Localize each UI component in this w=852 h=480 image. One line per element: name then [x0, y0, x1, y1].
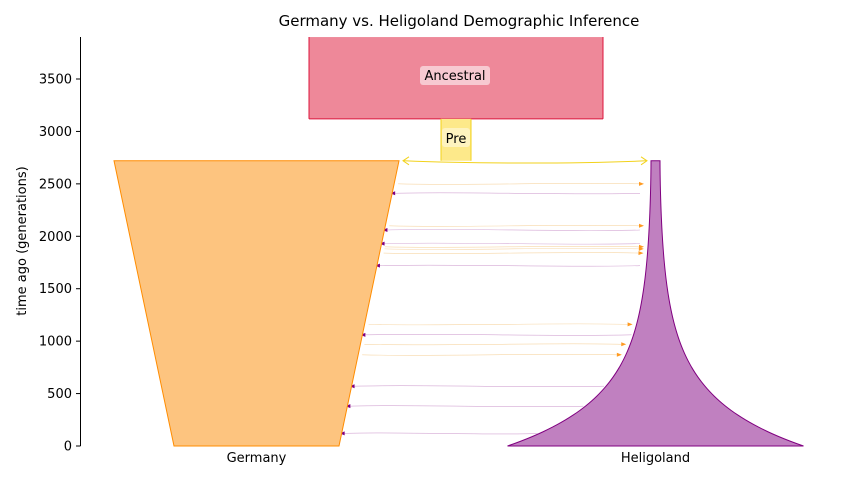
- y-axis: 0 500 1000 1500 2000 2500 3000 3500: [39, 37, 81, 455]
- y-tick-label: 3000: [39, 125, 72, 140]
- population-pre: [441, 118, 471, 161]
- chart-title: Germany vs. Heligoland Demographic Infer…: [279, 12, 640, 30]
- migration-to-germany-line: [395, 192, 641, 195]
- y-tick-label: 2000: [39, 230, 72, 245]
- label-pre-text: Pre: [446, 132, 467, 147]
- label-ancestral-box: [420, 66, 490, 85]
- migration-to-germany-line: [365, 333, 632, 336]
- label-ancestral: Ancestral: [420, 66, 490, 85]
- migration-to-germany-line: [350, 405, 584, 408]
- migration-to-heligoland-head: [638, 251, 644, 256]
- migration-to-germany-line: [344, 432, 538, 435]
- x-label-heligoland: Heligoland: [621, 451, 690, 466]
- migration-to-heligoland-line: [398, 182, 640, 185]
- y-tick-label: 3500: [39, 73, 72, 88]
- y-tick-label: 1500: [39, 282, 72, 297]
- y-tick-label: 500: [47, 387, 72, 402]
- population-shapes: [113, 37, 804, 447]
- y-axis-label: time ago (generations): [15, 166, 30, 315]
- population-germany: [113, 160, 400, 447]
- migration-to-heligoland-line: [364, 343, 622, 346]
- migration-to-heligoland-line: [384, 247, 639, 250]
- migration-to-heligoland-head: [616, 352, 622, 357]
- migration-to-heligoland-line: [368, 323, 628, 326]
- migration-to-heligoland-line: [383, 252, 639, 254]
- population-heligoland: [507, 160, 804, 447]
- migration-to-heligoland-head: [621, 342, 627, 347]
- label-ancestral-text: Ancestral: [424, 69, 485, 84]
- migration-to-germany-line: [387, 229, 641, 231]
- split-arrow: [403, 160, 647, 164]
- migration-to-heligoland-line: [362, 353, 617, 356]
- migration-to-heligoland-head: [627, 322, 633, 327]
- label-pre-box: [442, 128, 470, 147]
- population-labels: Ancestral Pre Germany Heligoland: [227, 66, 690, 466]
- x-label-germany: Germany: [227, 451, 287, 466]
- migration-to-germany-line: [384, 242, 641, 245]
- migration-to-heligoland-line: [389, 224, 640, 227]
- y-tick-label: 0: [64, 440, 72, 455]
- split-arrowhead-left: [402, 156, 410, 166]
- label-pre: Pre: [442, 128, 470, 147]
- migration-to-heligoland-line: [384, 245, 639, 248]
- migration-to-heligoland-head: [639, 181, 644, 186]
- migration-to-germany-line: [354, 385, 605, 388]
- split-arrowhead-right: [640, 156, 648, 166]
- migration-to-heligoland-head: [639, 223, 644, 228]
- migration-to-heligoland-head: [638, 246, 644, 251]
- y-tick-label: 1000: [39, 335, 72, 350]
- migration-arrows: [339, 181, 644, 436]
- y-tick-label: 2500: [39, 177, 72, 192]
- migration-to-germany-line: [379, 264, 641, 267]
